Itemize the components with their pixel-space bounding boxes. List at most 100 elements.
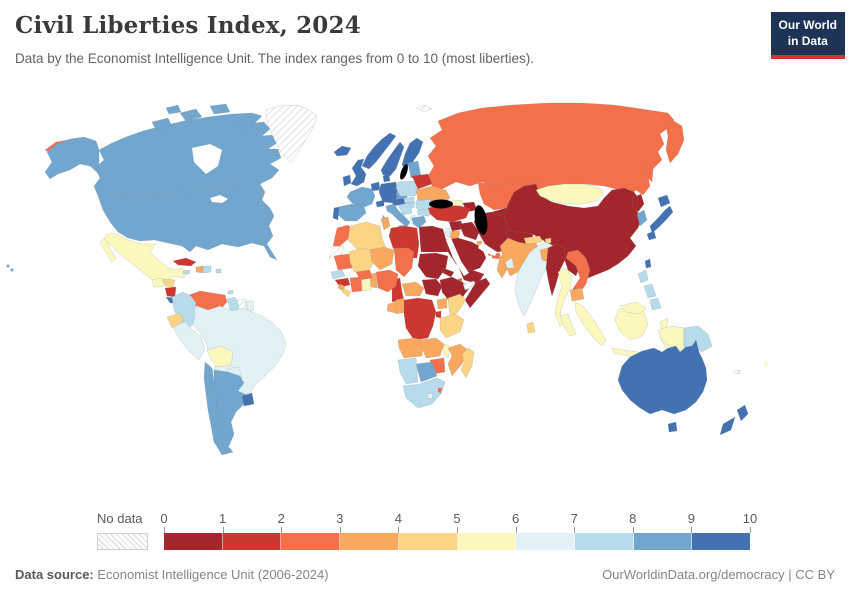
country-fiji[interactable] — [764, 362, 768, 366]
country-nepal[interactable] — [523, 235, 543, 245]
country-kenya[interactable] — [447, 293, 467, 319]
country-burkina-faso[interactable] — [355, 269, 373, 281]
country-mexico[interactable] — [103, 233, 189, 286]
legend-bin-8[interactable] — [633, 533, 693, 550]
legend-bin-0[interactable] — [164, 533, 223, 550]
country-russia-sakhalin[interactable] — [645, 162, 654, 183]
country-russia[interactable] — [427, 102, 675, 197]
country-japan-hokkaido[interactable] — [657, 194, 671, 208]
country-usa-hawaii-2[interactable] — [10, 268, 14, 272]
country-eswatini[interactable] — [437, 387, 443, 394]
legend-bin-5[interactable] — [457, 533, 517, 550]
country-russia-kamchatka[interactable] — [665, 119, 685, 164]
country-india-gujarat[interactable] — [504, 257, 515, 269]
country-french-guiana[interactable] — [245, 300, 255, 313]
country-liberia[interactable] — [341, 287, 352, 298]
country-uruguay[interactable] — [241, 392, 255, 407]
country-denmark[interactable] — [382, 173, 391, 183]
country-malaysia-borneo[interactable] — [619, 301, 647, 315]
country-japan-kyushu[interactable] — [646, 230, 657, 241]
country-japan-honshu[interactable] — [649, 205, 674, 234]
country-eritrea[interactable] — [442, 267, 455, 278]
country-iceland[interactable] — [333, 145, 352, 157]
country-tunisia[interactable] — [380, 216, 391, 231]
legend-bin-6[interactable] — [516, 533, 575, 550]
country-taiwan[interactable] — [644, 258, 652, 269]
country-canada-arctic-4[interactable] — [237, 116, 255, 130]
country-canada-arctic-3[interactable] — [209, 103, 231, 115]
country-new-zealand-south[interactable] — [719, 416, 736, 436]
country-north-korea[interactable] — [631, 193, 645, 213]
country-haiti[interactable] — [195, 265, 204, 274]
country-south-africa[interactable] — [402, 377, 446, 409]
country-uganda[interactable] — [436, 297, 448, 310]
country-egypt[interactable] — [418, 225, 449, 253]
legend-bin-1[interactable] — [222, 533, 282, 550]
country-niger[interactable] — [369, 246, 395, 271]
country-new-caledonia[interactable] — [733, 369, 741, 375]
country-lesotho[interactable] — [426, 392, 434, 400]
legend-bin-7[interactable] — [574, 533, 634, 550]
country-south-sudan[interactable] — [421, 278, 443, 297]
country-belarus[interactable] — [411, 173, 433, 190]
country-italy[interactable] — [385, 203, 411, 228]
country-australia-tasmania[interactable] — [667, 421, 678, 433]
country-namibia[interactable] — [397, 357, 419, 385]
country-somalia[interactable] — [464, 277, 491, 309]
country-rwanda-burundi[interactable] — [435, 310, 442, 319]
country-chad[interactable] — [393, 247, 415, 278]
country-gabon[interactable] — [386, 301, 398, 314]
legend-bin-2[interactable] — [281, 533, 341, 550]
owid-logo[interactable]: Our World in Data — [770, 12, 845, 60]
country-balkans[interactable] — [397, 202, 413, 216]
country-philippines-luzon[interactable] — [637, 269, 649, 284]
country-senegal[interactable] — [330, 269, 346, 280]
country-myanmar[interactable] — [545, 243, 567, 297]
country-norway[interactable] — [361, 132, 397, 170]
legend-bin-4[interactable] — [398, 533, 458, 550]
country-togo-benin[interactable] — [369, 272, 378, 289]
country-mongolia[interactable] — [535, 183, 605, 205]
country-canada-arctic-2[interactable] — [179, 108, 203, 122]
country-honduras[interactable] — [162, 278, 176, 288]
country-chile[interactable] — [203, 361, 234, 456]
country-svalbard[interactable] — [415, 104, 433, 113]
country-ireland[interactable] — [342, 174, 352, 187]
country-philippines-visayas[interactable] — [643, 283, 657, 299]
legend-bin-3[interactable] — [340, 533, 399, 550]
country-sudan[interactable] — [417, 252, 449, 280]
country-trinidad[interactable] — [227, 289, 234, 295]
country-usa-alaska[interactable] — [44, 136, 100, 180]
country-nigeria[interactable] — [375, 269, 399, 293]
country-dominican-republic[interactable] — [202, 265, 212, 274]
country-poland[interactable] — [395, 180, 419, 197]
country-puerto-rico[interactable] — [215, 268, 222, 274]
legend-bin-9[interactable] — [692, 533, 751, 550]
country-switzerland[interactable] — [375, 199, 385, 208]
country-slovakia[interactable] — [404, 196, 415, 204]
country-philippines-mindanao[interactable] — [649, 297, 662, 311]
country-indonesia-sumatra[interactable] — [574, 301, 607, 347]
country-bolivia[interactable] — [206, 345, 234, 368]
country-france[interactable] — [346, 186, 376, 209]
footer-license-link[interactable]: OurWorldinData.org/democracy | CC BY — [602, 567, 835, 582]
country-guinea[interactable] — [334, 277, 351, 288]
country-ethiopia[interactable] — [439, 276, 471, 303]
country-australia[interactable] — [617, 339, 708, 415]
country-usa-hawaii-1[interactable] — [6, 264, 10, 268]
country-drc[interactable] — [403, 297, 437, 341]
country-new-zealand-north[interactable] — [736, 404, 749, 422]
legend-no-data-swatch[interactable] — [97, 533, 148, 550]
country-morocco[interactable] — [332, 224, 355, 247]
country-nicaragua[interactable] — [164, 286, 177, 298]
country-portugal[interactable] — [332, 206, 340, 221]
country-israel[interactable] — [444, 227, 451, 239]
country-central-african-republic[interactable] — [401, 281, 425, 297]
country-angola[interactable] — [397, 337, 425, 359]
country-mali[interactable] — [348, 247, 375, 273]
country-guatemala[interactable] — [151, 277, 165, 288]
country-bulgaria[interactable] — [416, 208, 432, 217]
country-greece[interactable] — [411, 215, 427, 229]
country-spain[interactable] — [336, 203, 367, 222]
country-malaysia-peninsula[interactable] — [559, 313, 577, 337]
